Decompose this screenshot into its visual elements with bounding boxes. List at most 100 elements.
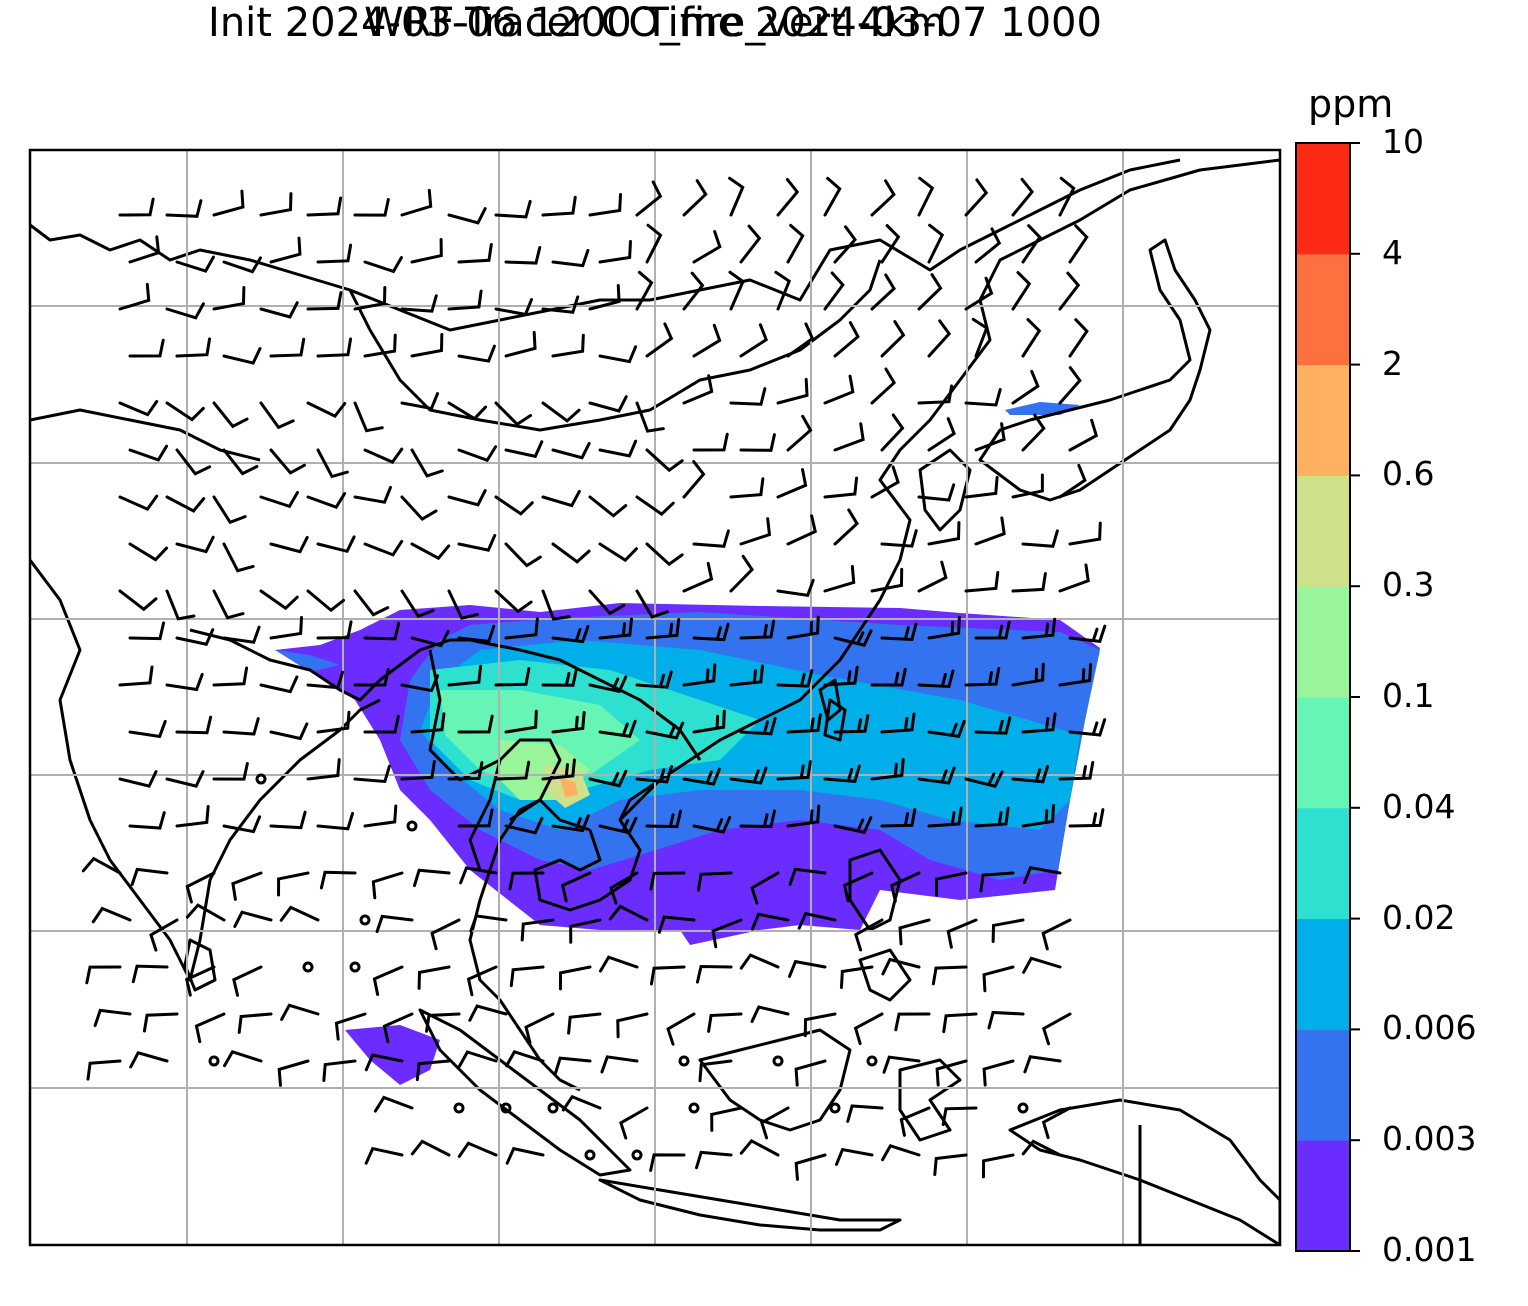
- wind-barb: [635, 589, 669, 619]
- wind-barb: [917, 669, 955, 688]
- wind-barb: [280, 1003, 320, 1021]
- wind-barb: [561, 1094, 602, 1112]
- wind-barb: [382, 1012, 414, 1044]
- wind-barb: [635, 401, 665, 433]
- wind-barb: [682, 271, 705, 311]
- wind-barb: [974, 716, 1012, 735]
- wind-barb: [964, 666, 1001, 687]
- wind-barb: [93, 1008, 132, 1028]
- wind-barb: [588, 283, 621, 311]
- wind-barb: [410, 238, 443, 264]
- wind-barb: [692, 323, 722, 358]
- wind-barb: [363, 714, 400, 734]
- wind-barb: [425, 1012, 461, 1033]
- wind-barb: [682, 767, 721, 786]
- wind-barb: [710, 1106, 743, 1132]
- wind-barb: [353, 589, 390, 617]
- wind-barb: [1068, 624, 1107, 643]
- wind-barb: [927, 719, 966, 738]
- wind-barb: [494, 760, 531, 781]
- wind-barb: [128, 542, 169, 562]
- wind-barb: [353, 485, 392, 504]
- wind-barb: [128, 235, 161, 264]
- wind-calm-marker: [772, 1055, 784, 1067]
- wind-barb: [212, 762, 249, 781]
- wind-barb: [979, 871, 1015, 893]
- wind-barb: [1011, 764, 1050, 784]
- wind-barb: [833, 629, 873, 648]
- wind-barb: [316, 448, 349, 479]
- colorbar: [1295, 142, 1360, 1252]
- wind-barb: [692, 709, 726, 734]
- wind-barb: [616, 1012, 649, 1039]
- wind-barb: [964, 475, 999, 499]
- wind-barb: [964, 571, 1000, 593]
- wind-calm-marker: [678, 1055, 690, 1067]
- colorbar-segment: [1296, 918, 1350, 1030]
- wind-barb: [494, 199, 532, 219]
- colorbar-tick-label: 0.04: [1382, 786, 1456, 826]
- wind-barb: [232, 965, 263, 997]
- wind-barb: [149, 918, 179, 952]
- wind-barb: [692, 529, 730, 548]
- wind-barb: [729, 477, 765, 499]
- wind-barb: [118, 770, 158, 788]
- wind-barb: [880, 529, 918, 548]
- wind-barb: [917, 560, 948, 593]
- wind-barb: [306, 401, 347, 419]
- wind-barb: [259, 301, 299, 319]
- wind-barb: [520, 918, 555, 942]
- wind-barb: [1021, 413, 1046, 452]
- wind-barb: [175, 804, 210, 828]
- wind-barb: [1058, 563, 1090, 593]
- wind-barb: [894, 1012, 931, 1032]
- wind-barb: [1021, 1139, 1062, 1157]
- map-area: [30, 150, 1280, 1245]
- wind-barb: [917, 483, 956, 502]
- wind-barb: [649, 1153, 686, 1172]
- wind-barb: [776, 468, 808, 499]
- colorbar-tick-label: 0.6: [1382, 454, 1435, 494]
- wind-barb: [834, 1147, 874, 1166]
- wind-barb: [118, 665, 154, 687]
- colorbar-segment: [1296, 1029, 1350, 1141]
- wind-calm-marker: [406, 820, 418, 832]
- wind-barb: [457, 808, 494, 828]
- wind-barb: [776, 377, 809, 405]
- wind-barb: [750, 871, 780, 905]
- wind-barb: [1011, 271, 1032, 311]
- wind-barb: [222, 625, 261, 644]
- wind-barb: [175, 337, 212, 358]
- wind-barb: [917, 273, 943, 311]
- wind-barb: [400, 188, 433, 217]
- wind-barb: [551, 441, 591, 460]
- wind-barb: [322, 1059, 357, 1083]
- wind-barb: [353, 401, 384, 433]
- wind-barb: [259, 401, 295, 430]
- wind-barb: [1068, 521, 1102, 546]
- wind-barb: [739, 953, 780, 970]
- wind-barb: [846, 1104, 884, 1123]
- wind-barb: [212, 286, 246, 311]
- wind-barb: [551, 624, 590, 644]
- colorbar-segment: [1296, 253, 1350, 366]
- wind-barbs: [81, 176, 1107, 1181]
- wind-barb: [86, 1059, 122, 1081]
- wind-barb: [494, 298, 534, 317]
- wind-barb: [787, 959, 827, 978]
- wind-barb: [645, 809, 683, 829]
- wind-barb: [494, 495, 534, 516]
- wind-barb: [364, 1146, 404, 1165]
- wind-barb: [194, 1012, 226, 1044]
- wind-barb: [682, 561, 714, 593]
- wind-barb: [175, 628, 215, 646]
- wind-calm-marker: [359, 914, 371, 926]
- wind-barb: [222, 542, 255, 573]
- wind-barb: [666, 1012, 696, 1046]
- wind-barb: [1022, 956, 1062, 974]
- wind-barb: [598, 239, 632, 264]
- wind-barb: [412, 868, 451, 888]
- wind-barb: [400, 495, 438, 522]
- wind-barb: [682, 374, 714, 405]
- wind-calm-marker: [1017, 1102, 1029, 1114]
